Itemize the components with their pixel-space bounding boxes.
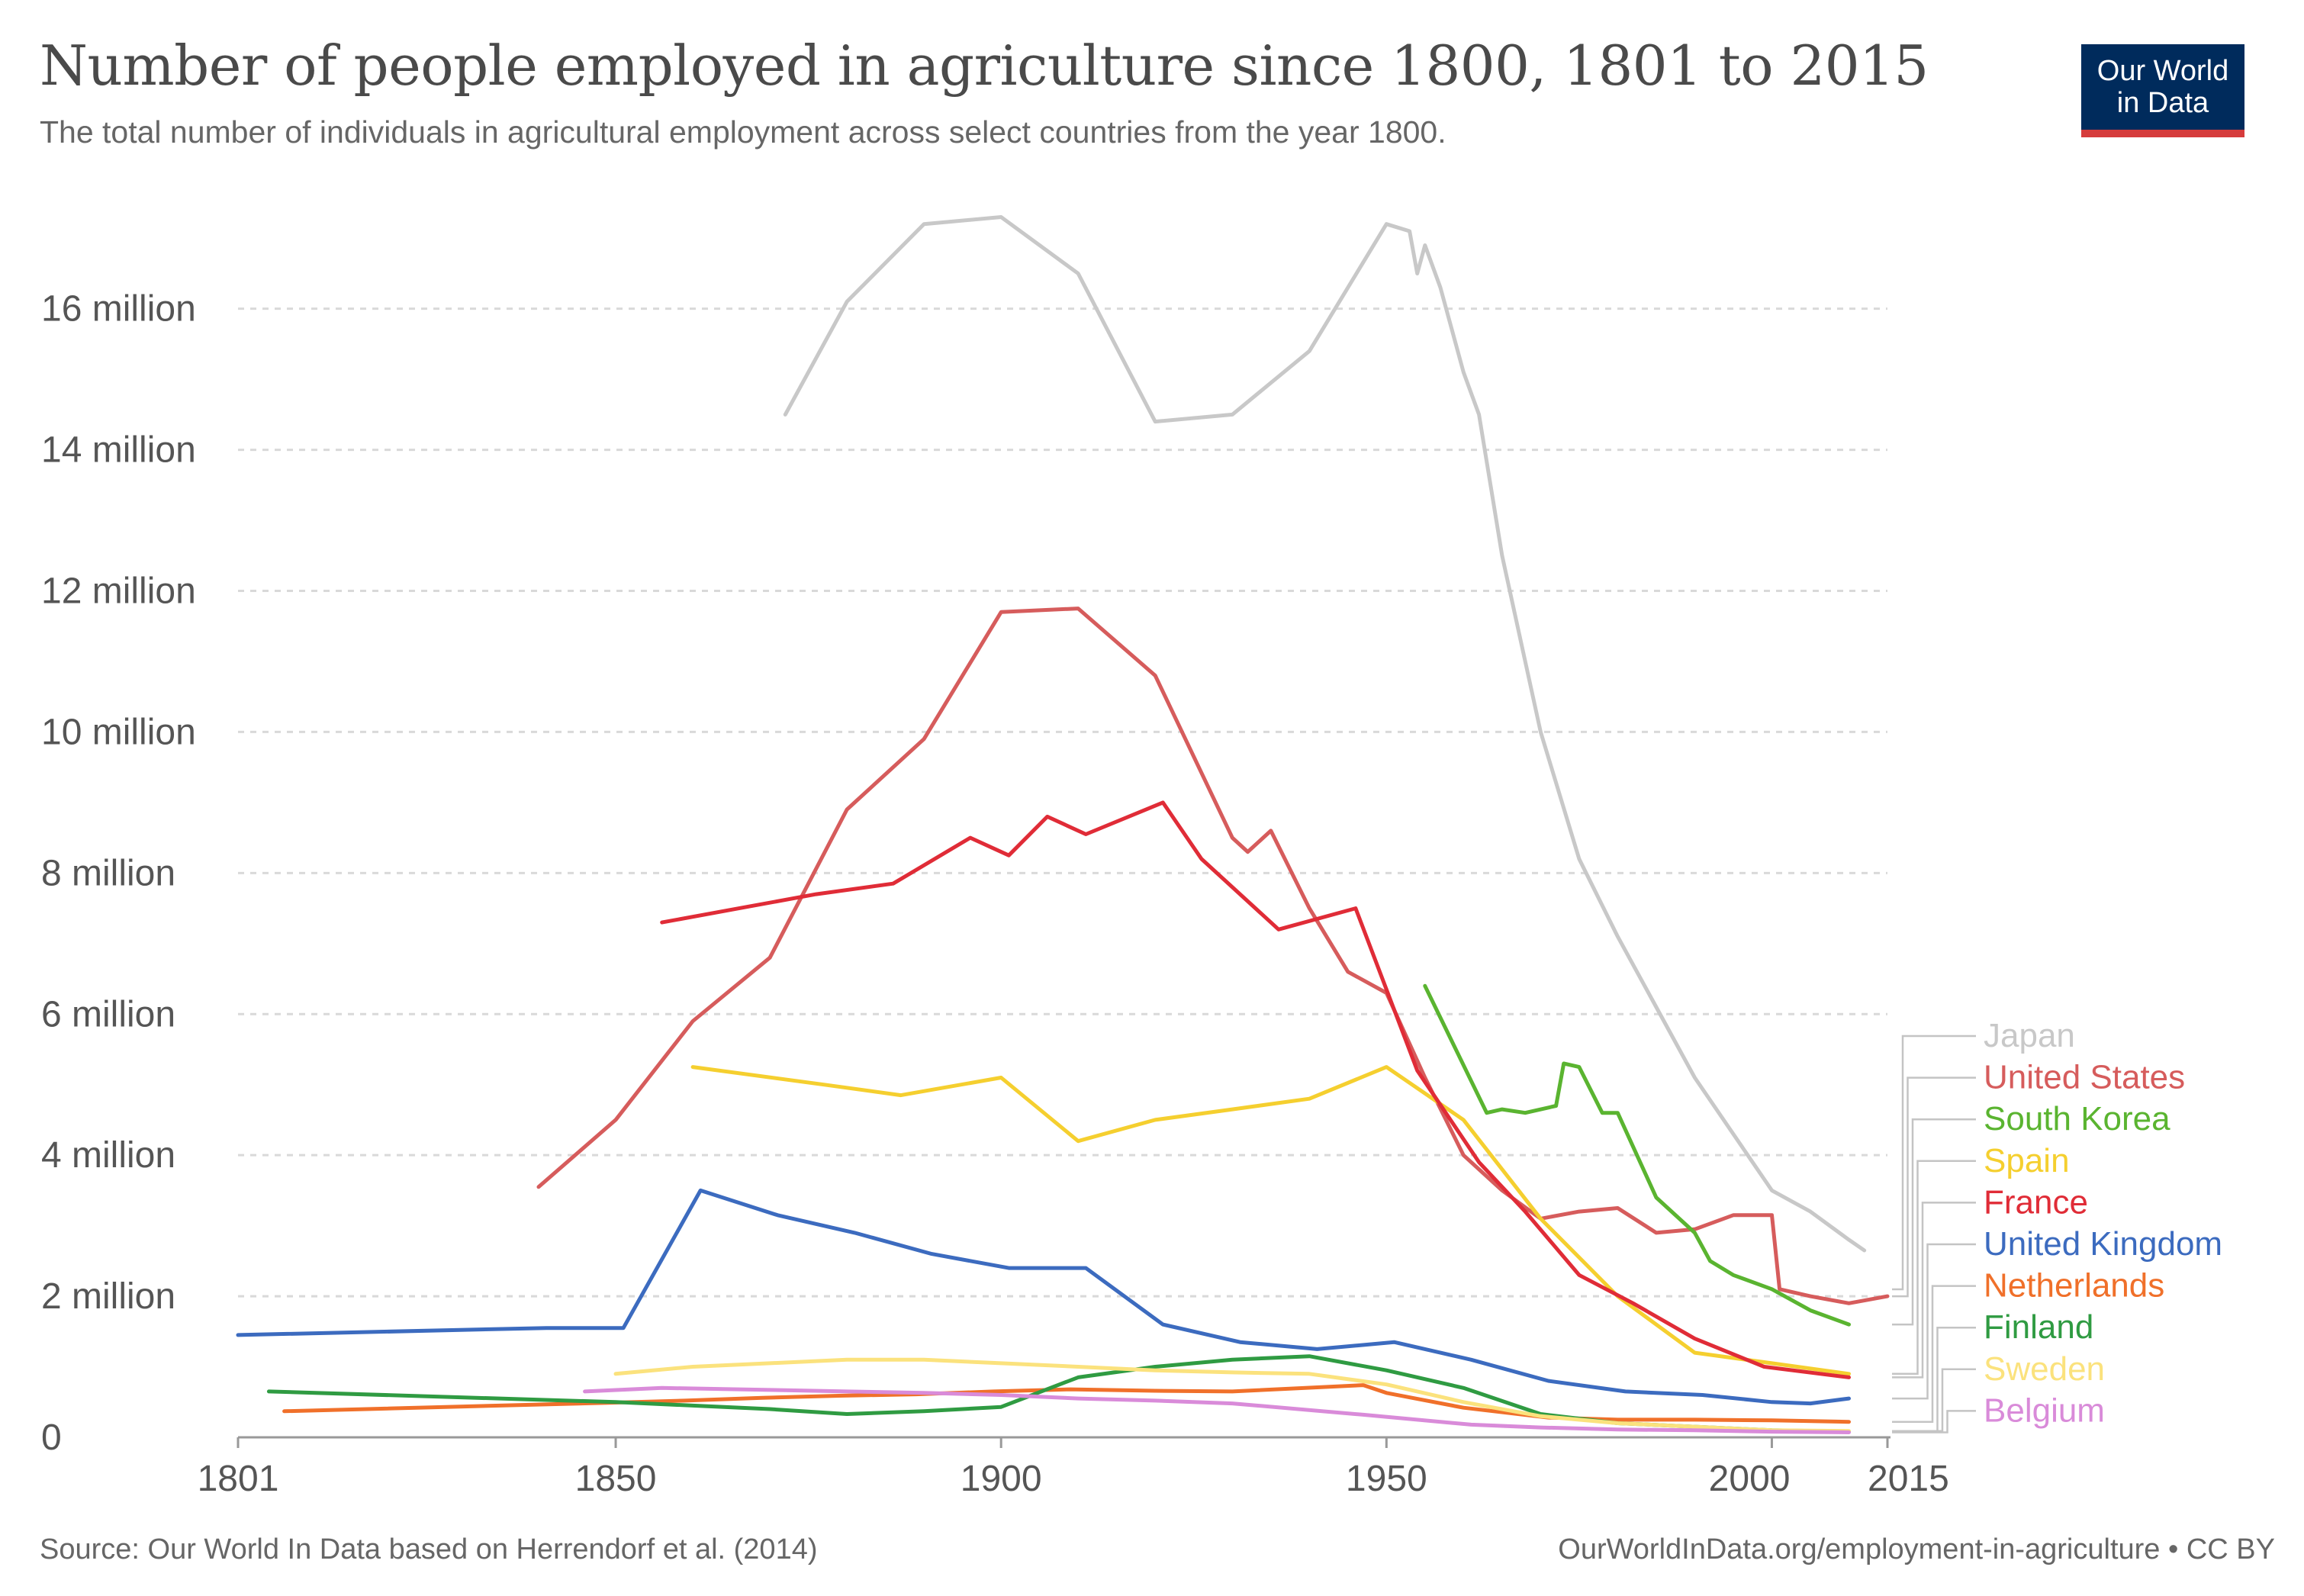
grid (238, 307, 1887, 1298)
series-line-sweden[interactable] (613, 1357, 1851, 1434)
series-line-south-korea[interactable] (1423, 983, 1851, 1327)
x-tick-label: 1900 (961, 1459, 1042, 1499)
legend-connector (1892, 1285, 1976, 1423)
legend-item-spain[interactable]: Spain (1984, 1142, 2070, 1179)
legend-item-south-korea[interactable]: South Korea (1984, 1100, 2170, 1137)
legend-connector (1892, 1326, 1976, 1433)
axes: 0 2 million 4 million 6 million 8 million 10 … (41, 289, 1949, 1499)
legend-item-sweden[interactable]: Sweden (1984, 1350, 2105, 1388)
y-tick-label: 0 (41, 1417, 62, 1458)
legend-connector (1892, 1076, 1976, 1298)
logo-line-1: Our World (2096, 55, 2229, 87)
legend-connector (1892, 1243, 1976, 1400)
x-tick-label: 1801 (198, 1459, 279, 1499)
source-url[interactable]: OurWorldInData.org/employment-in-agricul… (1558, 1533, 2275, 1565)
owid-logo[interactable]: Our World in Data (2081, 44, 2244, 137)
y-tick-label: 12 million (41, 571, 196, 612)
legend-item-netherlands[interactable]: Netherlands (1984, 1267, 2164, 1305)
series-line-spain[interactable] (690, 1065, 1851, 1376)
series-line-france[interactable] (660, 800, 1851, 1379)
series-line-united-kingdom[interactable] (236, 1188, 1851, 1406)
legend-connector (1892, 1410, 1976, 1434)
source-note: Source: Our World In Data based on Herre… (40, 1533, 818, 1565)
y-tick-label: 10 million (41, 712, 196, 752)
x-tick-label: 1850 (575, 1459, 657, 1499)
x-tick-label: 2000 (1709, 1459, 1791, 1499)
y-tick-label: 4 million (41, 1135, 175, 1176)
legend-item-finland[interactable]: Finland (1984, 1308, 2093, 1346)
legend-connector (1892, 1160, 1976, 1376)
y-tick-label: 16 million (41, 289, 196, 330)
series-line-japan[interactable] (783, 215, 1867, 1253)
series-group (236, 215, 1890, 1434)
y-tick-label: 14 million (41, 430, 196, 471)
x-tick-label: 2015 (1868, 1459, 1949, 1499)
x-tick-label: 1950 (1346, 1459, 1427, 1499)
series-line-netherlands[interactable] (282, 1383, 1851, 1424)
y-tick-label: 6 million (41, 994, 175, 1035)
legend-item-united-states[interactable]: United States (1984, 1059, 2185, 1096)
legend-connector (1892, 1035, 1976, 1291)
legend-item-japan[interactable]: Japan (1984, 1017, 2075, 1054)
legend-item-united-kingdom[interactable]: United Kingdom (1984, 1225, 2222, 1263)
series-line-belgium[interactable] (583, 1385, 1851, 1434)
series-line-united-states[interactable] (536, 607, 1890, 1305)
legend-item-france[interactable]: France (1984, 1183, 2088, 1221)
chart-subtitle: The total number of individuals in agric… (40, 114, 1446, 150)
logo-line-2: in Data (2116, 87, 2209, 119)
legend-connector (1892, 1202, 1976, 1379)
y-tick-label: 2 million (41, 1276, 175, 1317)
legend-connector (1892, 1118, 1976, 1326)
chart-title: Number of people employed in agriculture… (40, 34, 1929, 98)
legend-item-belgium[interactable]: Belgium (1984, 1392, 2105, 1429)
y-tick-label: 8 million (41, 853, 175, 893)
legend-connector (1892, 1368, 1976, 1432)
legend: Japan United States South Korea Spain France… (1892, 1017, 2222, 1434)
